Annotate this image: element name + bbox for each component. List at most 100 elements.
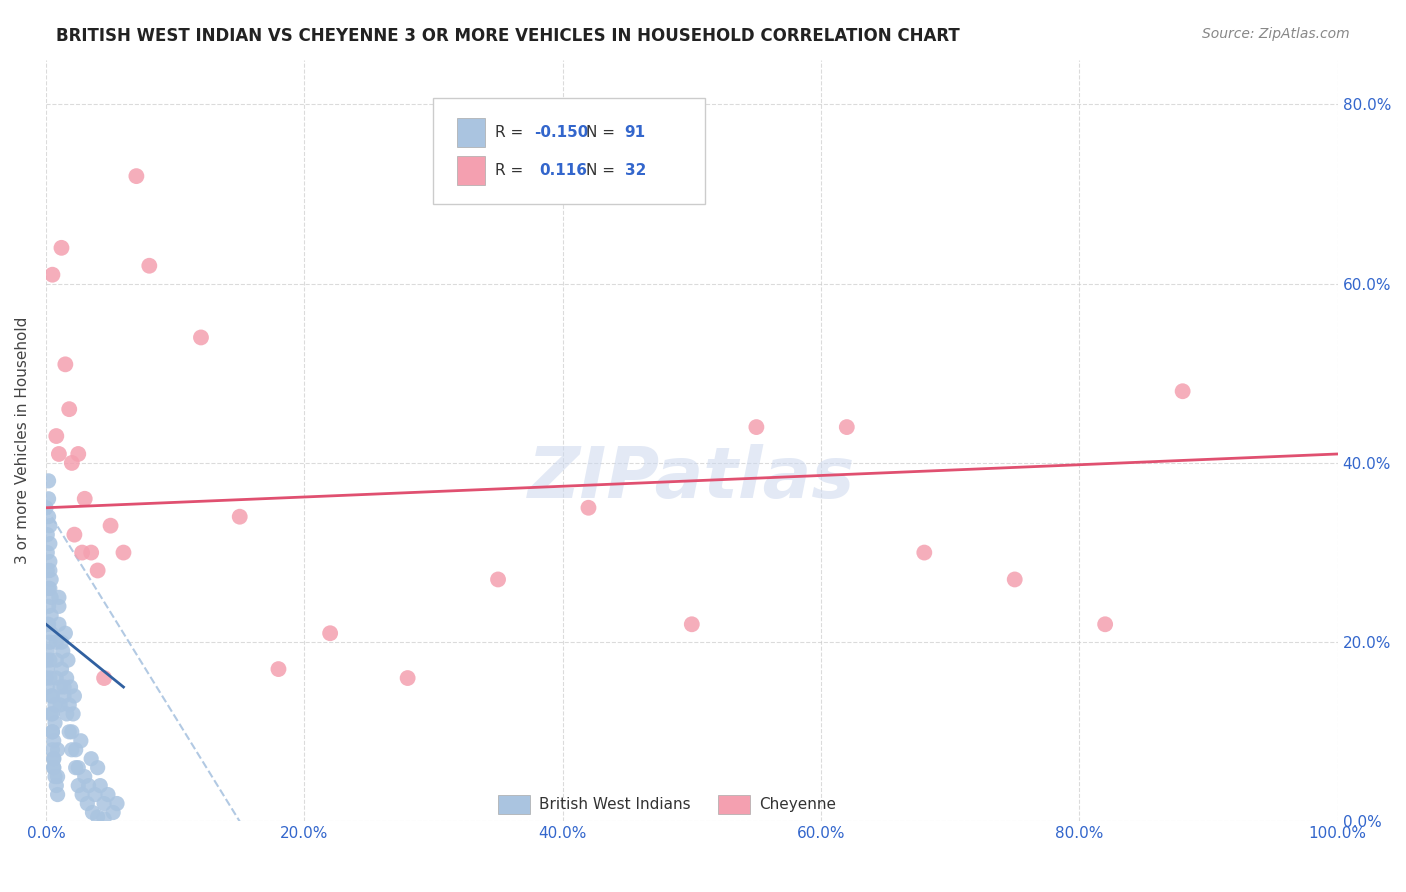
Point — [73, 491, 96, 506]
Point — [39, 608, 62, 623]
Point — [55, 706, 77, 721]
Point — [912, 545, 935, 559]
Point — [48, 617, 70, 632]
Point — [39, 706, 62, 721]
FancyBboxPatch shape — [457, 119, 485, 147]
FancyBboxPatch shape — [457, 156, 485, 186]
Point — [39, 689, 62, 703]
Point — [45, 635, 67, 649]
FancyBboxPatch shape — [433, 98, 704, 204]
Point — [835, 420, 858, 434]
Point — [42, 761, 65, 775]
Point — [63, 689, 86, 703]
Point — [86, 810, 108, 824]
Point — [67, 779, 90, 793]
Point — [112, 545, 135, 559]
Point — [105, 797, 128, 811]
FancyBboxPatch shape — [498, 795, 530, 814]
Text: 32: 32 — [624, 163, 645, 178]
Text: R =: R = — [495, 163, 529, 178]
Point — [41, 268, 63, 282]
Point — [70, 788, 93, 802]
Point — [58, 698, 80, 712]
Point — [45, 653, 67, 667]
Point — [41, 724, 63, 739]
Text: -0.150: -0.150 — [534, 125, 589, 140]
Point — [58, 724, 80, 739]
Point — [65, 743, 87, 757]
Point — [42, 752, 65, 766]
Point — [578, 500, 600, 515]
Text: ZIPatlas: ZIPatlas — [529, 444, 855, 513]
Point — [86, 564, 108, 578]
Point — [41, 724, 63, 739]
Point — [93, 671, 115, 685]
Point — [51, 662, 73, 676]
Point — [486, 573, 509, 587]
Point — [37, 617, 59, 632]
Point — [1004, 573, 1026, 587]
Point — [42, 733, 65, 747]
Point — [60, 456, 83, 470]
Text: British West Indians: British West Indians — [540, 797, 690, 813]
Point — [56, 653, 79, 667]
Point — [41, 743, 63, 757]
Text: 0.116: 0.116 — [540, 163, 588, 178]
Point — [396, 671, 419, 685]
Point — [38, 617, 60, 632]
Point — [138, 259, 160, 273]
Point — [55, 671, 77, 685]
Point — [44, 715, 66, 730]
Point — [49, 680, 72, 694]
Point — [97, 788, 120, 802]
Point — [681, 617, 703, 632]
Point — [38, 491, 60, 506]
Point — [38, 474, 60, 488]
Point — [45, 671, 67, 685]
Point — [101, 805, 124, 820]
Point — [44, 770, 66, 784]
Point — [190, 330, 212, 344]
Point — [35, 653, 58, 667]
Point — [38, 653, 60, 667]
Text: N =: N = — [586, 163, 620, 178]
Point — [53, 357, 76, 371]
Point — [73, 770, 96, 784]
Point — [58, 402, 80, 417]
Point — [42, 761, 65, 775]
FancyBboxPatch shape — [717, 795, 749, 814]
Point — [70, 545, 93, 559]
Point — [38, 671, 60, 685]
Point — [267, 662, 290, 676]
Text: N =: N = — [586, 125, 620, 140]
Point — [37, 527, 59, 541]
Point — [125, 169, 148, 183]
Point — [84, 788, 107, 802]
Point — [59, 680, 82, 694]
Point — [48, 447, 70, 461]
Point — [53, 680, 76, 694]
Point — [35, 671, 58, 685]
Point — [319, 626, 342, 640]
Point — [77, 779, 100, 793]
Point — [38, 582, 60, 596]
Point — [86, 761, 108, 775]
Point — [100, 518, 122, 533]
Point — [42, 752, 65, 766]
Point — [38, 509, 60, 524]
Point — [46, 788, 69, 802]
Point — [38, 564, 60, 578]
Point — [39, 591, 62, 605]
Text: Cheyenne: Cheyenne — [759, 797, 837, 813]
Point — [65, 761, 87, 775]
Point — [82, 805, 104, 820]
Point — [46, 743, 69, 757]
Point — [1094, 617, 1116, 632]
Point — [35, 500, 58, 515]
Text: R =: R = — [495, 125, 529, 140]
Point — [67, 447, 90, 461]
Point — [93, 812, 115, 826]
Point — [39, 573, 62, 587]
Point — [93, 797, 115, 811]
Point — [37, 644, 59, 658]
